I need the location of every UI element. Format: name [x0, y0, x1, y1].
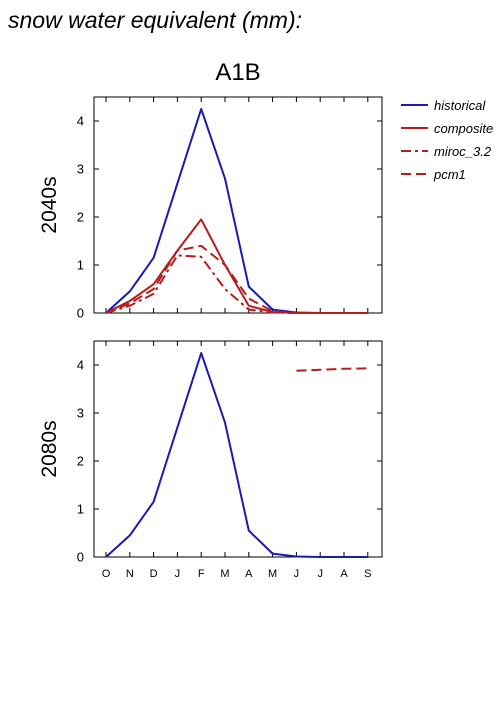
y-tick-label: 1 — [77, 502, 84, 517]
legend-label: composite — [434, 121, 493, 136]
legend-label: pcm1 — [433, 167, 466, 182]
x-tick-label: D — [150, 568, 158, 580]
y-tick-label: 3 — [77, 162, 84, 177]
x-tick-label: J — [175, 568, 181, 580]
y-tick-label: 0 — [77, 550, 84, 565]
x-tick-label: A — [340, 568, 348, 580]
x-tick-label: M — [220, 568, 229, 580]
x-tick-label: O — [102, 568, 111, 580]
legend-label: miroc_3.2 — [434, 144, 492, 159]
y-tick-label: 4 — [77, 114, 84, 129]
x-tick-label: M — [268, 568, 277, 580]
series-line-historical — [105, 352, 368, 558]
x-tick-label: A — [245, 568, 253, 580]
panel-2040s: 2040s 0 1 2 3 4 — [38, 96, 383, 321]
row-label: 2080s — [38, 420, 61, 477]
x-tick-label: F — [198, 568, 205, 580]
series-line-pcm1 — [296, 367, 368, 372]
x-tick-label: J — [317, 568, 323, 580]
panel-2080s: 2080s 0 1 2 3 4 O N D J F M A M J J A S — [38, 340, 383, 580]
plot-frame — [93, 96, 383, 314]
y-tick-label: 2 — [77, 210, 84, 225]
x-tick-label: J — [294, 568, 300, 580]
figure-title: snow water equivalent (mm): — [8, 7, 302, 33]
x-tick-label: S — [364, 568, 371, 580]
y-tick-label: 4 — [77, 358, 84, 373]
x-tick-label: N — [126, 568, 134, 580]
legend: historical composite miroc_3.2 pcm1 — [401, 98, 493, 182]
y-tick-label: 0 — [77, 306, 84, 321]
plot-frame — [93, 340, 383, 558]
series-line-pcm1 — [105, 244, 368, 314]
panel-title: A1B — [215, 59, 260, 86]
y-tick-label: 3 — [77, 406, 84, 421]
y-tick-label: 1 — [77, 258, 84, 273]
y-tick-label: 2 — [77, 454, 84, 469]
row-label: 2040s — [38, 176, 61, 233]
legend-label: historical — [434, 98, 486, 113]
